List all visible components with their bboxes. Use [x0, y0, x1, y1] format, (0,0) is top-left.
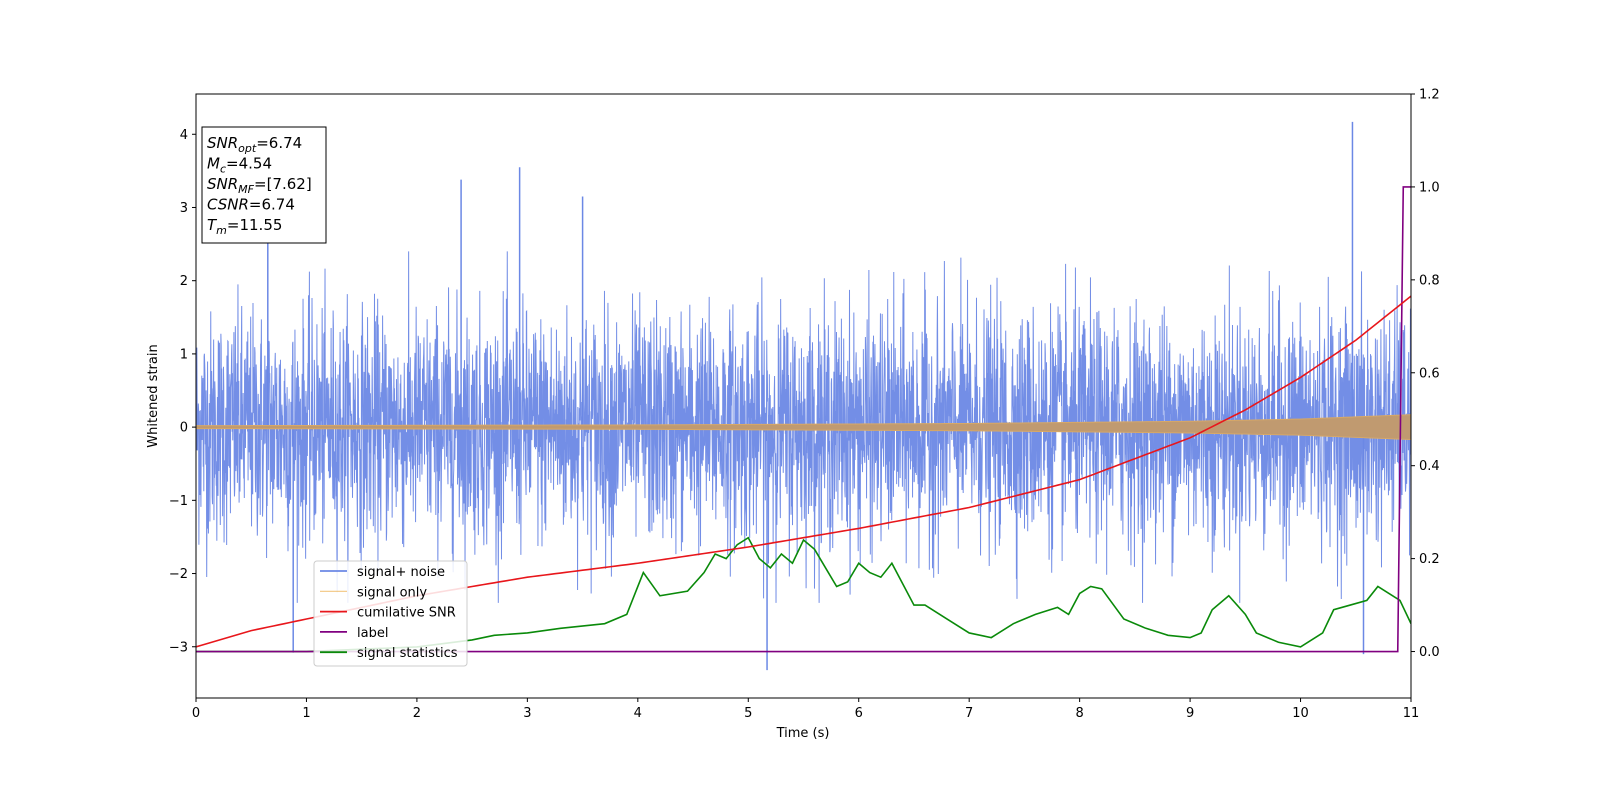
y-tick-label-5: 2	[180, 274, 188, 289]
legend-label-4: signal statistics	[357, 646, 458, 661]
y2-tick-label-0: 0.0	[1419, 645, 1440, 660]
textbox-line-2: SNRMF=[7.62]	[207, 175, 312, 196]
series-signal-only	[196, 414, 1411, 441]
legend-label-2: cumilative SNR	[357, 606, 456, 621]
legend-label-3: label	[357, 626, 388, 641]
x-tick-label-11: 11	[1403, 706, 1420, 721]
y-tick-label-3: 0	[180, 421, 188, 436]
y-axis-left: −3 −2 −1 0 1 2 3 4	[169, 128, 196, 655]
y2-tick-label-6: 1.2	[1419, 88, 1440, 103]
textbox-line-1: Mc=4.54	[207, 155, 272, 176]
x-tick-label-0: 0	[192, 706, 200, 721]
textbox-frame	[201, 126, 327, 244]
y-tick-label-0: −3	[169, 640, 188, 655]
x-tick-label-4: 4	[634, 706, 642, 721]
legend-label-1: signal only	[357, 585, 427, 600]
x-tick-label-9: 9	[1186, 706, 1194, 721]
legend-label-0: signal+ noise	[357, 565, 445, 580]
x-tick-label-10: 10	[1292, 706, 1309, 721]
legend: signal+ noise signal only cumilative SNR la…	[313, 560, 468, 667]
y-tick-label-1: −2	[169, 567, 188, 582]
y2-tick-label-2: 0.4	[1419, 459, 1440, 474]
series-signal-statistics	[196, 536, 1411, 653]
y-tick-label-6: 3	[180, 201, 188, 216]
y2-tick-label-1: 0.2	[1419, 552, 1440, 567]
y2-tick-label-3: 0.6	[1419, 366, 1440, 381]
x-tick-label-8: 8	[1075, 706, 1083, 721]
x-tick-label-6: 6	[855, 706, 863, 721]
textbox-line-3: CSNR=6.74	[207, 196, 295, 214]
y-axis-label: Whitened strain	[146, 344, 161, 447]
x-tick-label-5: 5	[744, 706, 752, 721]
legend-frame	[313, 560, 468, 667]
y2-tick-label-4: 0.8	[1419, 273, 1440, 288]
textbox-line-0: SNRopt=6.74	[207, 134, 302, 155]
x-axis: 0 1 2 3 4 5 6 7 8 9 10 11	[192, 698, 1419, 721]
y2-tick-label-5: 1.0	[1419, 180, 1440, 195]
x-tick-label-3: 3	[523, 706, 531, 721]
y-tick-label-4: 1	[180, 347, 188, 362]
x-tick-label-1: 1	[302, 706, 310, 721]
y-axis-right: 0.0 0.2 0.4 0.6 0.8 1.0 1.2	[1411, 88, 1440, 660]
x-tick-label-2: 2	[413, 706, 421, 721]
textbox-line-4: Tm=11.55	[207, 216, 282, 237]
x-axis-label: Time (s)	[776, 726, 830, 741]
x-tick-label-7: 7	[965, 706, 973, 721]
axes-frame	[195, 93, 1412, 699]
y-tick-label-2: −1	[169, 494, 188, 509]
y-tick-label-7: 4	[180, 128, 188, 143]
series-label	[196, 186, 1411, 653]
